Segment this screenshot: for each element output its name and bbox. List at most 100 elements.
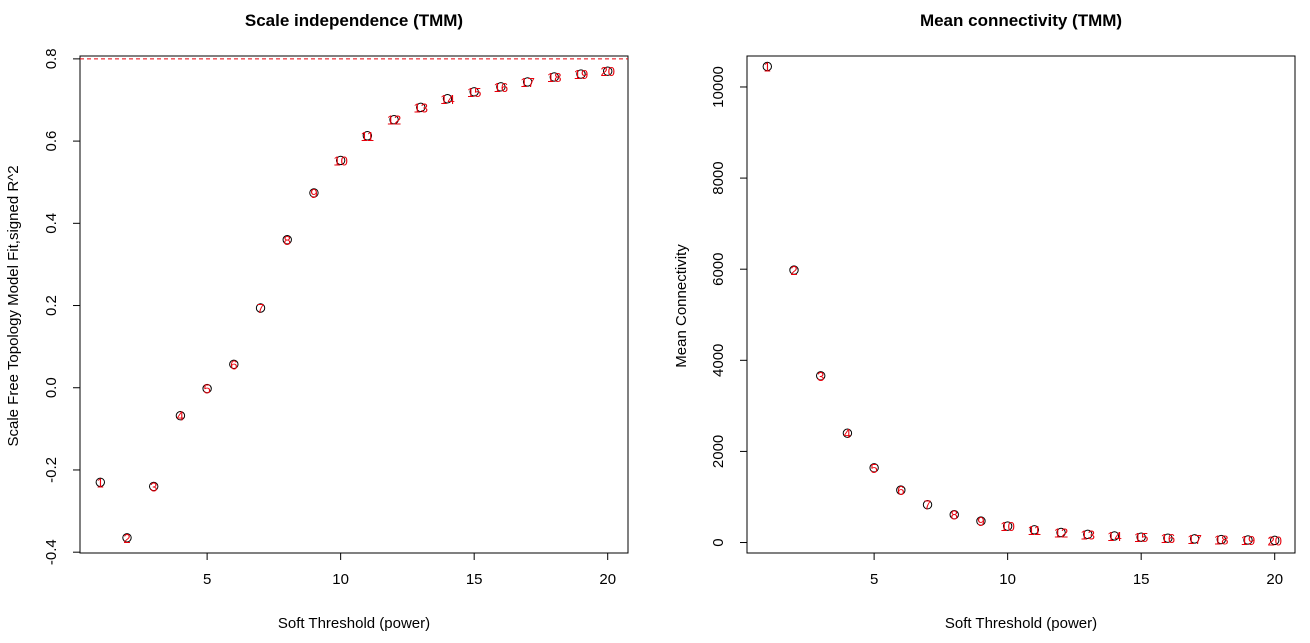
data-point-label: 14: [1107, 529, 1121, 544]
y-ticks: -0.4 -0.2 0.0 0.2 0.4 0.6 0.8: [43, 48, 80, 565]
data-point-label: 15: [467, 85, 481, 100]
data-point: [789, 265, 799, 275]
data-point: [416, 102, 426, 113]
x-ticks: 5 10 15 20: [870, 553, 1283, 588]
data-point: [976, 516, 986, 526]
x-tick-label: 20: [1266, 571, 1283, 588]
y-axis-label: Mean Connectivity: [673, 244, 690, 368]
data-point: [896, 485, 906, 495]
y-tick-label: 6000: [710, 253, 727, 286]
x-tick-label: 15: [466, 571, 483, 588]
data-point-label: 15: [1134, 530, 1148, 545]
data-point: [335, 155, 346, 166]
y-tick-label: 0.6: [43, 131, 60, 152]
data-point: [1029, 525, 1040, 535]
data-point-label: 5: [204, 382, 211, 397]
data-point-label: 13: [1081, 527, 1095, 542]
y-tick-label: 2000: [710, 435, 727, 468]
data-point-label: 18: [547, 70, 561, 85]
data-point: [522, 77, 533, 87]
data-point-label: 11: [361, 129, 375, 144]
data-point-label: 9: [310, 186, 317, 201]
chart-title: Scale independence (TMM): [245, 11, 463, 30]
data-point: [603, 66, 613, 76]
data-point: [762, 61, 772, 72]
data-point-label: 7: [257, 301, 264, 316]
data-point-label: 16: [1161, 531, 1175, 546]
data-point: [255, 303, 266, 313]
data-point: [1083, 529, 1093, 540]
data-point: [496, 82, 506, 92]
data-point-label: 11: [1028, 523, 1042, 538]
y-axis-label: Scale Free Topology Model Fit,signed R^2: [5, 165, 22, 446]
data-point-label: 6: [897, 483, 904, 498]
data-point-label: 12: [1054, 526, 1068, 541]
data-point: [175, 410, 186, 421]
data-point: [149, 481, 159, 492]
data-point-label: 6: [230, 357, 237, 372]
data-point-label: 8: [284, 233, 291, 248]
y-tick-label: 0.2: [43, 295, 60, 316]
x-tick-label: 5: [203, 571, 211, 588]
y-tick-label: 10000: [710, 66, 727, 108]
data-point: [229, 359, 239, 370]
data-point: [1136, 532, 1146, 542]
y-tick-label: 4000: [710, 344, 727, 377]
data-point: [949, 510, 959, 520]
data-point-label: 20: [600, 64, 614, 79]
plot-frame: [746, 55, 1296, 554]
data-point-label: 16: [494, 80, 508, 95]
data-point-label: 10: [333, 153, 347, 168]
data-point: [389, 115, 399, 125]
y-tick-label: 0: [710, 538, 727, 546]
y-ticks: 0 2000 4000 6000 8000 10000: [710, 66, 747, 547]
data-point: [95, 477, 105, 487]
data-point: [1189, 534, 1200, 544]
data-point: [1002, 521, 1013, 531]
x-axis-label: Soft Threshold (power): [278, 615, 430, 632]
x-tick-label: 10: [999, 571, 1016, 588]
data-point-label: 4: [844, 426, 851, 441]
data-point: [202, 383, 212, 394]
y-tick-label: 0.4: [43, 213, 60, 234]
x-axis-label: Soft Threshold (power): [945, 615, 1097, 632]
data-point: [1163, 533, 1173, 543]
data-point-label: 3: [150, 479, 157, 494]
data-point: [362, 131, 373, 141]
data-point: [869, 463, 879, 473]
plot-frame: [79, 55, 629, 554]
x-tick-label: 5: [870, 571, 878, 588]
data-point: [576, 69, 586, 79]
data-point: [442, 94, 453, 104]
y-tick-label: 0.8: [43, 48, 60, 69]
data-point: [1243, 535, 1253, 545]
data-point: [549, 72, 559, 82]
data-point: [1056, 527, 1066, 538]
data-point-label: 2: [123, 531, 130, 546]
data-point-label: 17: [1187, 532, 1201, 547]
data-point: [842, 428, 853, 438]
y-tick-label: -0.2: [43, 457, 60, 483]
data-point-label: 2: [790, 263, 797, 278]
y-tick-label: 8000: [710, 161, 727, 194]
data-point-label: 20: [1267, 533, 1281, 548]
data-point: [1216, 534, 1226, 545]
x-tick-label: 20: [599, 571, 616, 588]
data-point-label: 7: [924, 498, 931, 513]
data-point: [122, 533, 132, 543]
data-point-label: 10: [1000, 519, 1014, 534]
data-point-label: 5: [871, 461, 878, 476]
data-point-label: 8: [951, 508, 958, 523]
x-tick-label: 15: [1133, 571, 1150, 588]
chart-title: Mean connectivity (TMM): [920, 11, 1122, 30]
data-point: [1270, 535, 1280, 546]
chart-scale-independence: Scale independence (TMM) Soft Threshold …: [5, 11, 629, 632]
data-point: [922, 500, 933, 510]
data-point: [309, 188, 319, 198]
data-point-label: 19: [574, 67, 588, 82]
data-point-label: 4: [177, 409, 184, 424]
data-point: [469, 87, 479, 97]
